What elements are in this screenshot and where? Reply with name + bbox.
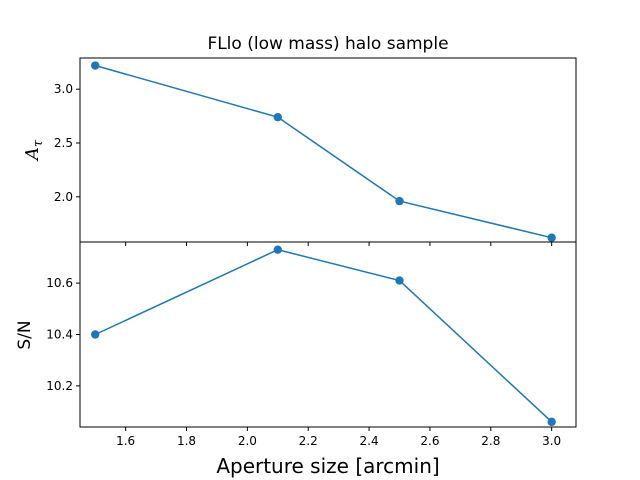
x-tick-label: 3.0: [542, 434, 561, 448]
top-data-point: [273, 112, 282, 122]
top-y-tick-label: 3.0: [54, 82, 73, 96]
x-tick-label: 2.6: [420, 434, 439, 448]
top-series-line: [95, 64, 552, 239]
x-tick-label: 2.2: [299, 434, 318, 448]
top-panel-frame: [79, 57, 577, 243]
chart-title: FLlo (low mass) halo sample: [207, 34, 448, 54]
top-data-point: [91, 61, 100, 70]
x-tick-label: 2.8: [481, 434, 500, 448]
bottom-y-tick-label: 10.6: [46, 276, 73, 290]
x-tick-label: 2.4: [360, 434, 379, 448]
bottom-y-axis-label: S/N: [15, 320, 35, 349]
x-axis-label: Aperture size [arcmin]: [216, 454, 439, 478]
top-y-axis-label: Aτ: [22, 139, 46, 162]
bottom-data-point: [547, 417, 556, 427]
top-y-tick-label: 2.5: [54, 136, 73, 150]
top-panel: 2.0 2.5 3.0 Aτ: [22, 57, 577, 243]
bottom-panel: 10.2 10.4 10.6 S/N: [15, 241, 577, 428]
bottom-y-tick-label: 10.2: [46, 379, 73, 393]
bottom-panel-frame: [79, 241, 577, 428]
bottom-y-tick-label: 10.4: [46, 328, 73, 342]
x-tick-label: 2.0: [238, 434, 257, 448]
top-data-point: [395, 196, 404, 206]
bottom-data-point: [273, 245, 282, 254]
bottom-data-point: [91, 330, 100, 339]
top-data-point: [547, 233, 556, 242]
x-tick-label: 1.8: [177, 434, 196, 448]
top-y-axis-label-symbol: A: [22, 147, 43, 162]
x-tick-label: 1.6: [116, 434, 135, 448]
bottom-series-line: [94, 248, 553, 423]
top-y-axis-label-subscript: τ: [31, 139, 46, 147]
bottom-data-point: [395, 276, 404, 285]
top-y-tick-label: 2.0: [54, 190, 73, 204]
